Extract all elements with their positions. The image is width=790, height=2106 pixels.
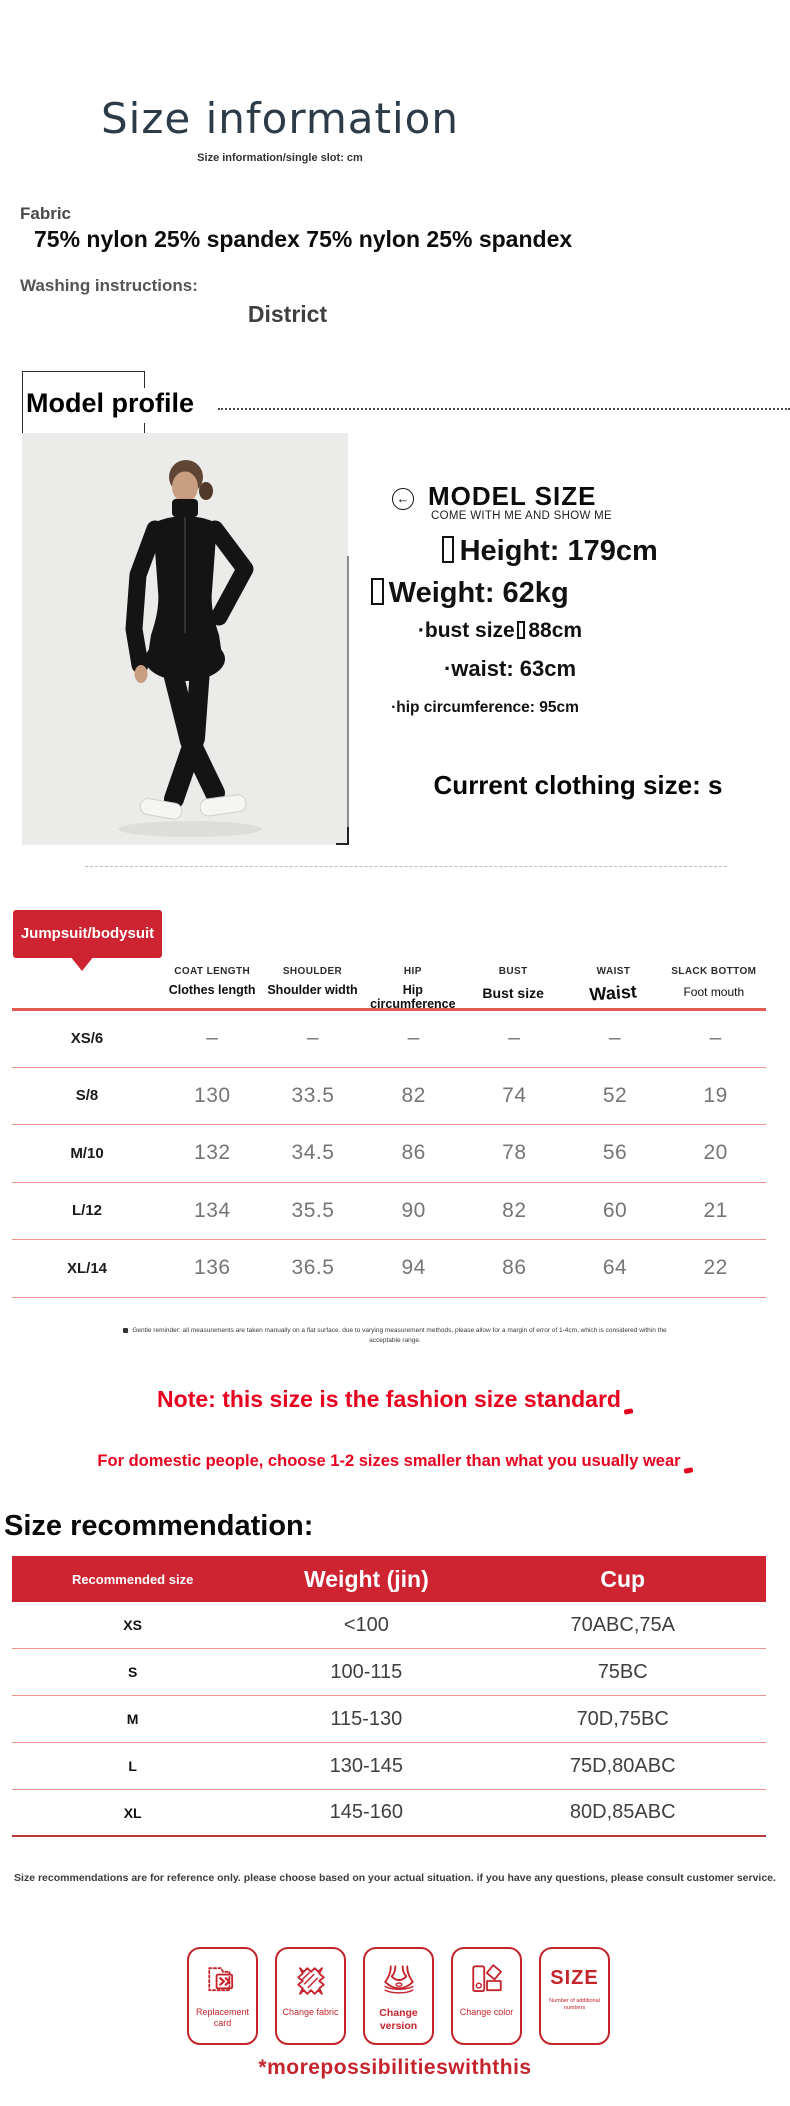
reminder-icon <box>123 1327 129 1333</box>
size-card-subtext: Number of additional numbers <box>549 1998 600 2012</box>
model-weight: Weight: 62kg <box>330 577 610 610</box>
tofu-glyph <box>442 536 455 563</box>
table-row: M/10 132 34.5 86 78 56 20 <box>12 1125 766 1183</box>
column-weight: Weight (jin) <box>303 1565 429 1592</box>
change-fabric-card: Change fabric <box>275 1947 346 2045</box>
vertical-rule <box>347 556 349 845</box>
table-row: XL/14 136 36.5 94 86 64 22 <box>12 1240 766 1298</box>
replacement-card: Replacement card <box>187 1947 258 2045</box>
photo-corner-bracket <box>336 827 349 845</box>
table-row: S/8 130 33.5 82 74 52 19 <box>12 1068 766 1125</box>
measurement-reminder: Gentle reminder: all measurements are ta… <box>120 1326 670 1347</box>
table-header-rule <box>12 1008 766 1011</box>
red-mark <box>623 1408 634 1415</box>
size-card: SIZE Number of additional numbers <box>539 1947 610 2045</box>
recommendation-table-header: Recommended size Weight (jin) Cup <box>12 1556 766 1602</box>
table-row: XS <100 70ABC,75A <box>12 1602 766 1649</box>
column-recommended-size: Recommended size <box>71 1571 194 1587</box>
model-hip: ·hip circumference: 95cm <box>391 699 579 716</box>
table-row: S 100-115 75BC <box>12 1649 766 1696</box>
page-title: Size information <box>101 94 459 143</box>
size-badge: SIZE <box>550 1967 599 1989</box>
sports-bra-icon <box>377 1957 421 2005</box>
fabric-label: Fabric <box>20 204 72 223</box>
recommendation-disclaimer: Size recommendations are for reference o… <box>14 1872 776 1884</box>
size-table-body: XS/6 – – – – – – S/8 130 33.5 82 74 52 19 M/10… <box>12 1010 766 1298</box>
column-slack-bottom: SLACK BOTTOM Foot mouth <box>671 966 757 999</box>
column-hip: HIP Hip circumference <box>370 966 456 1012</box>
model-profile-heading: Model profile <box>24 388 203 423</box>
badge-pointer <box>70 956 94 971</box>
current-clothing-size: Current clothing size: s <box>433 770 723 800</box>
model-illustration <box>22 433 348 845</box>
replacement-card-icon <box>201 1957 245 2005</box>
fashion-size-note: Note: this size is the fashion size stan… <box>0 1386 790 1415</box>
column-cup: Cup <box>600 1565 646 1592</box>
model-waist: ·waist: 63cm <box>443 656 577 681</box>
color-swatch-icon <box>465 1957 509 2005</box>
table-row: XS/6 – – – – – – <box>12 1010 766 1068</box>
tofu-glyph <box>371 578 384 605</box>
column-bust: BUST Bust size <box>482 966 544 1001</box>
feature-cards: Replacement card Change fabric Change <box>187 1947 617 2045</box>
washing-instructions-label: Washing instructions: <box>20 276 198 295</box>
model-size-title: MODEL SIZE <box>428 481 597 511</box>
table-row: M 115-130 70D,75BC <box>12 1696 766 1743</box>
dashed-divider <box>85 866 727 867</box>
size-recommendation-heading: Size recommendation: <box>4 1510 314 1542</box>
tofu-glyph <box>516 621 526 640</box>
column-shoulder: SHOULDER Shoulder width <box>267 966 358 997</box>
table-row: L 130-145 75D,80ABC <box>12 1743 766 1790</box>
dotted-divider <box>218 408 790 410</box>
page-subtitle: Size information/single slot: cm <box>197 152 363 164</box>
circle-arrow-left-icon: ← <box>392 488 414 510</box>
change-version-card: Change version <box>363 1947 434 2045</box>
table-row: XL 145-160 80D,85ABC <box>12 1790 766 1837</box>
footer-caption: *morepossibilitieswiththis <box>258 2056 532 2079</box>
domestic-size-note: For domestic people, choose 1-2 sizes sm… <box>0 1452 790 1474</box>
model-size-subtitle: COME WITH ME AND SHOW ME <box>431 510 612 522</box>
column-coat-length: COAT LENGTH Clothes length <box>168 966 256 997</box>
model-height: Height: 179cm <box>395 535 705 568</box>
fabric-value: 75% nylon 25% spandex 75% nylon 25% span… <box>34 226 573 252</box>
red-mark <box>683 1467 693 1474</box>
size-table-header: COAT LENGTH Clothes length SHOULDER Should… <box>12 966 764 1012</box>
model-photo <box>22 433 348 845</box>
table-row: L/12 134 35.5 90 82 60 21 <box>12 1183 766 1240</box>
jumpsuit-bodysuit-badge: Jumpsuit/bodysuit <box>13 910 162 958</box>
change-color-card: Change color <box>451 1947 522 2045</box>
fabric-swatch-icon <box>289 1957 333 2005</box>
model-bust: ·bust size 88cm <box>417 619 583 642</box>
column-waist: WAIST Waist <box>589 966 638 1005</box>
washing-instructions-value: District <box>247 301 328 327</box>
recommendation-table-body: XS <100 70ABC,75A S 100-115 75BC M 115-1… <box>12 1602 766 1837</box>
